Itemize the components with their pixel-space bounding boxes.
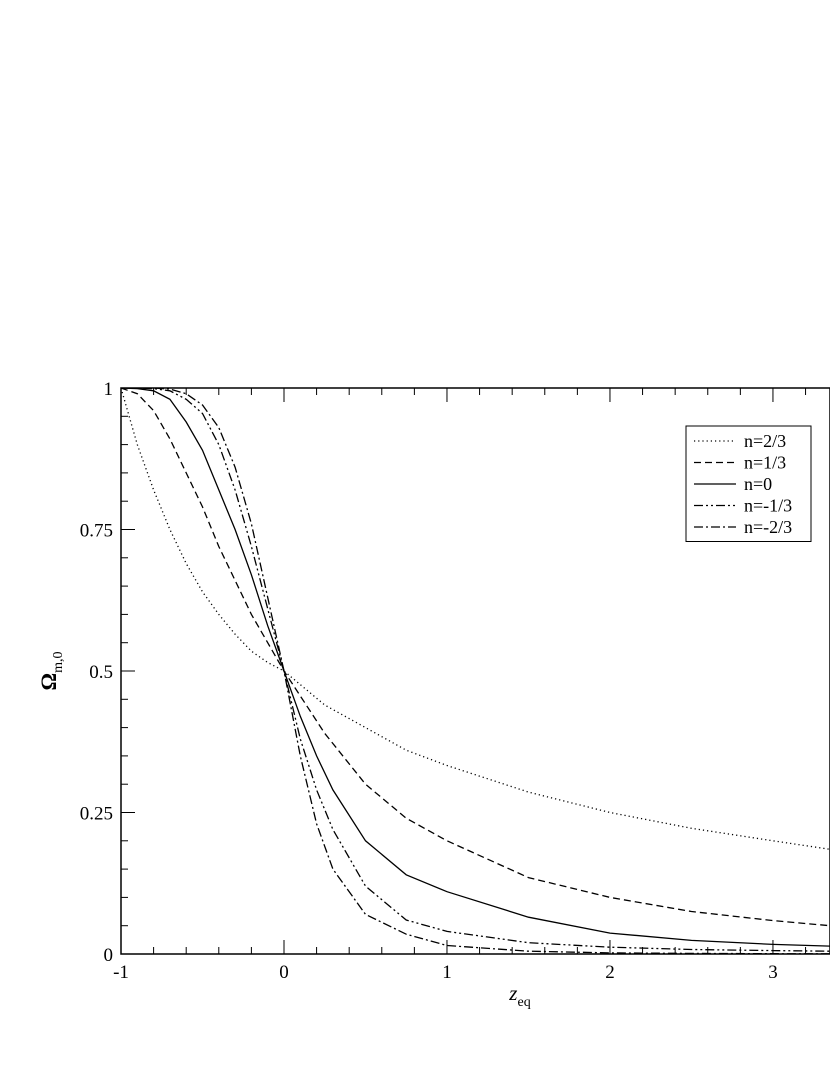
legend-label-3: n=-1/3 — [744, 496, 792, 516]
series-line-2 — [121, 388, 830, 947]
x-axis-label-main: z — [508, 981, 517, 1005]
axes: -1 0 1 2 300.250.50.751 — [80, 379, 830, 983]
y-tick-label: 1 — [104, 379, 114, 400]
legend-label-4: n=-2/3 — [744, 517, 792, 537]
legend-label-0: n=2/3 — [744, 431, 786, 451]
plot-area — [121, 388, 830, 954]
x-axis-label: zeq — [508, 981, 530, 1010]
x-tick-label: -1 — [113, 962, 129, 983]
y-tick-label: 0 — [104, 945, 114, 966]
y-axis-label: Ωm,0 — [36, 651, 66, 690]
legend-label-2: n=0 — [744, 474, 772, 494]
y-axis-label-main: Ω — [36, 673, 61, 691]
series-line-3 — [121, 388, 830, 952]
legend-label-1: n=1/3 — [744, 453, 786, 473]
x-tick-label: 0 — [279, 962, 289, 983]
series-line-0 — [121, 388, 830, 850]
y-tick-label: 0.25 — [80, 804, 113, 825]
x-axis-label-sub: eq — [517, 995, 530, 1010]
y-axis-label-sub: m,0 — [51, 651, 66, 672]
series-line-1 — [121, 388, 830, 927]
x-tick-label: 1 — [442, 962, 452, 983]
legend: n=2/3n=1/3n=0n=-1/3n=-2/3 — [685, 425, 812, 542]
y-tick-label: 0.5 — [89, 662, 113, 683]
y-tick-label: 0.75 — [80, 521, 113, 542]
series-line-4 — [121, 388, 830, 954]
x-tick-label: 3 — [768, 962, 778, 983]
x-tick-label: 2 — [605, 962, 615, 983]
